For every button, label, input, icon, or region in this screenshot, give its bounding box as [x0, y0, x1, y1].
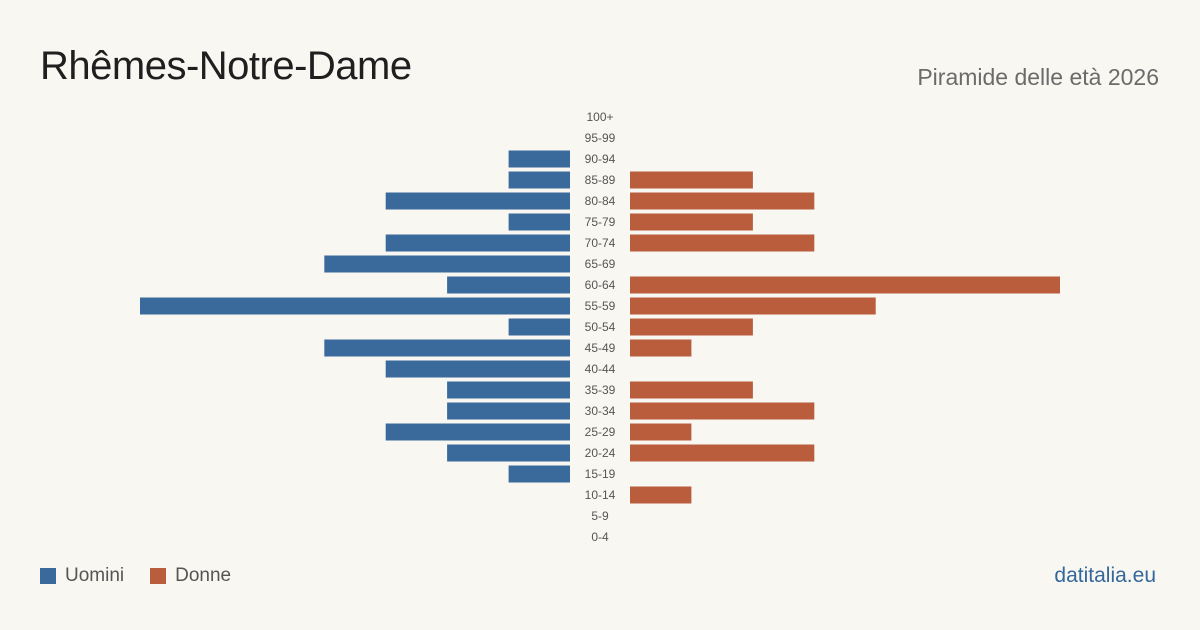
age-label: 35-39: [585, 383, 616, 397]
women-swatch: [150, 568, 167, 584]
legend-item-women: Donne: [150, 565, 231, 587]
women-bar: [630, 486, 692, 504]
age-labels: 100+ 95-99 90-94 85-89 80-84 75-79 70-74 65-69 6…: [585, 110, 616, 544]
age-label: 75-79: [585, 215, 616, 229]
women-bar: [630, 213, 753, 231]
age-label: 20-24: [585, 446, 616, 460]
legend-item-men: Uomini: [40, 565, 124, 587]
age-label: 5-9: [591, 509, 609, 523]
men-bar: [508, 213, 570, 231]
chart-subtitle: Piramide delle età 2026: [917, 64, 1159, 90]
age-label: 70-74: [585, 236, 616, 250]
women-bar: [630, 423, 692, 441]
men-bar: [508, 150, 570, 168]
age-label: 0-4: [591, 530, 609, 544]
age-label: 30-34: [585, 404, 616, 418]
legend-label-men: Uomini: [65, 565, 125, 586]
men-bar: [140, 297, 570, 315]
women-bar: [630, 192, 815, 210]
women-bar: [630, 339, 692, 357]
age-label: 25-29: [585, 425, 616, 439]
men-bar: [447, 276, 570, 294]
age-label: 55-59: [585, 299, 616, 313]
women-bar: [630, 318, 753, 336]
women-bar: [630, 297, 876, 315]
women-bar: [630, 444, 815, 462]
age-label: 15-19: [585, 467, 616, 481]
men-bar: [385, 192, 570, 210]
age-label: 95-99: [585, 131, 616, 145]
legend: Uomini Donne: [40, 565, 257, 587]
age-label: 45-49: [585, 341, 616, 355]
men-bar: [385, 423, 570, 441]
men-bars: [140, 150, 570, 483]
age-label: 65-69: [585, 257, 616, 271]
age-label: 10-14: [585, 488, 616, 502]
women-bars: [630, 171, 1060, 504]
men-bar: [508, 465, 570, 483]
age-label: 40-44: [585, 362, 616, 376]
men-bar: [508, 171, 570, 189]
men-bar: [324, 255, 570, 273]
age-label: 80-84: [585, 194, 616, 208]
women-bar: [630, 171, 753, 189]
women-bar: [630, 402, 815, 420]
age-label: 50-54: [585, 320, 616, 334]
women-bar: [630, 234, 815, 252]
men-bar: [385, 360, 570, 378]
age-label: 60-64: [585, 278, 616, 292]
men-bar: [447, 381, 570, 399]
men-bar: [508, 318, 570, 336]
brand-link[interactable]: datitalia.eu: [1054, 564, 1156, 587]
age-label: 100+: [586, 110, 613, 124]
men-swatch: [40, 568, 56, 584]
legend-label-women: Donne: [175, 565, 232, 586]
men-bar: [447, 444, 570, 462]
women-bar: [630, 381, 753, 399]
men-bar: [324, 339, 570, 357]
age-label: 85-89: [585, 173, 616, 187]
men-bar: [385, 234, 570, 252]
men-bar: [447, 402, 570, 420]
women-bar: [630, 276, 1060, 294]
age-label: 90-94: [585, 152, 616, 166]
chart-title: Rhêmes-Notre-Dame: [40, 44, 412, 88]
